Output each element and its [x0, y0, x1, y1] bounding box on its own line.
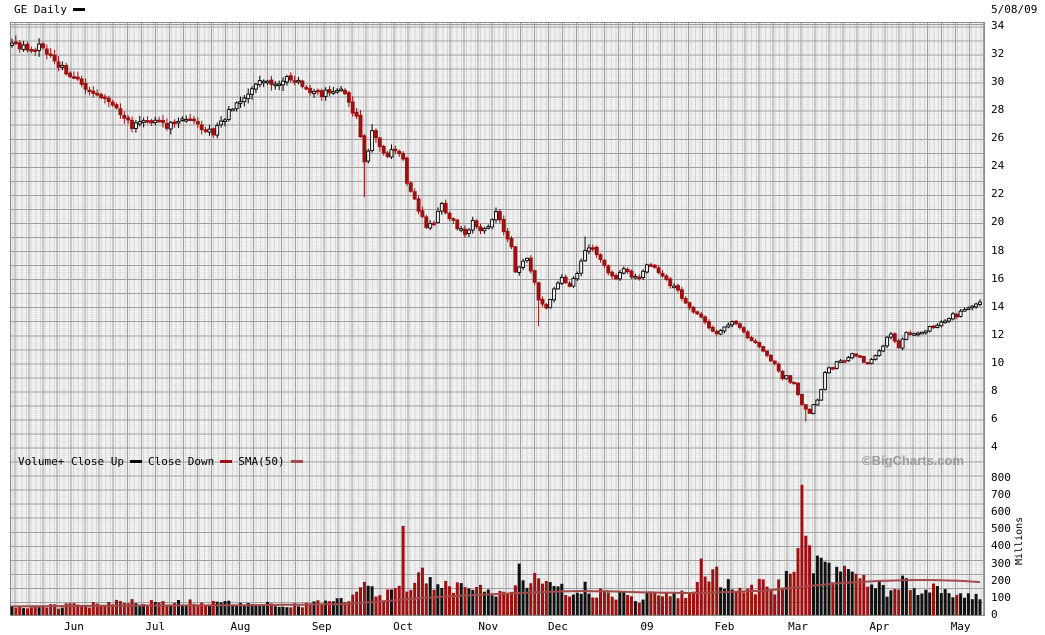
volume-tick-label: 700 — [991, 488, 1011, 502]
symbol-interval-label: GE Daily — [14, 3, 67, 16]
price-tick-label: 26 — [991, 131, 1005, 145]
price-tick-label: 8 — [991, 383, 998, 397]
price-tick-label: 18 — [991, 243, 1005, 257]
month-label: May — [950, 620, 971, 633]
month-label: Oct — [393, 620, 413, 633]
month-label: Mar — [788, 620, 808, 633]
month-label: Jun — [64, 620, 84, 633]
price-tick-label: 20 — [991, 215, 1005, 229]
price-tick-label: 14 — [991, 299, 1005, 313]
price-tick-label: 34 — [991, 19, 1005, 32]
volume-tick-label: 400 — [991, 539, 1011, 553]
price-tick-label: 12 — [991, 327, 1005, 341]
price-tick-label: 10 — [991, 355, 1005, 369]
volume-tick-label: 500 — [991, 522, 1011, 536]
volume-tick-label: 100 — [991, 590, 1011, 604]
price-tick-label: 30 — [991, 75, 1005, 89]
volume-axis-unit-label: Millions — [1014, 516, 1025, 566]
price-tick-label: 28 — [991, 103, 1005, 117]
legend-item-label: SMA(50) — [238, 455, 285, 468]
month-label: Aug — [230, 620, 251, 633]
month-label: Apr — [869, 620, 890, 633]
as-of-date: 5/08/09 — [991, 3, 1038, 16]
price-tick-label: 16 — [991, 271, 1005, 285]
volume-tick-label: 0 — [991, 608, 998, 621]
volume-tick-label: 200 — [991, 573, 1011, 587]
legend-item-label: Close Down — [147, 455, 215, 468]
legend-item-label: Volume+ Close Up — [18, 455, 124, 468]
price-tick-label: 24 — [991, 159, 1005, 173]
month-label: Dec — [548, 620, 568, 633]
price-tick-label: 22 — [991, 187, 1005, 201]
volume-tick-label: 300 — [991, 556, 1011, 570]
price-tick-label: 32 — [991, 47, 1005, 61]
month-label: Jul — [145, 620, 166, 633]
price-tick-label: 4 — [991, 440, 998, 454]
month-label: Nov — [478, 620, 499, 633]
chart-header: GE Daily — [14, 3, 89, 16]
volume-legend: Volume+ Close Up Close Down SMA(50) — [18, 455, 309, 468]
price-tick-label: 6 — [991, 411, 998, 425]
month-label: 09 — [640, 620, 654, 633]
bigcharts-watermark: ©BigCharts.com — [862, 453, 965, 468]
plot-grid — [10, 22, 985, 616]
legend-swatch-icon — [220, 459, 233, 463]
month-label: Sep — [311, 620, 332, 633]
volume-tick-label: 600 — [991, 505, 1011, 519]
legend-swatch-icon — [129, 459, 142, 463]
month-label: Feb — [714, 620, 735, 633]
volume-tick-label: 800 — [991, 470, 1011, 484]
price-series-swatch-icon — [72, 7, 85, 11]
legend-swatch-icon — [290, 459, 303, 463]
